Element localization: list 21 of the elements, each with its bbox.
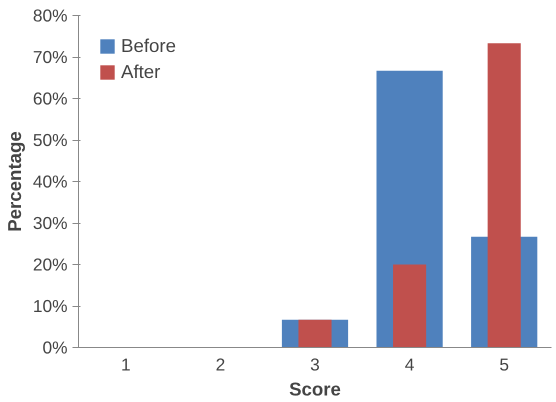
x-tick-label: 2 — [216, 354, 226, 374]
bar — [488, 43, 521, 348]
x-tick-label: 1 — [120, 354, 131, 374]
x-tick-label: 3 — [310, 354, 320, 374]
y-tick-label: 20% — [32, 254, 68, 274]
x-tick-label: 4 — [404, 354, 415, 374]
y-tick-label: 40% — [32, 172, 68, 192]
x-tick-label: 5 — [499, 354, 510, 374]
y-tick-label: 60% — [32, 88, 68, 108]
y-axis-title: Percentage — [4, 131, 25, 232]
y-tick-label: 50% — [32, 130, 68, 150]
y-tick-label: 0% — [42, 338, 68, 358]
y-tick-label: 80% — [32, 6, 68, 26]
y-tick-label: 70% — [32, 47, 68, 67]
bar — [393, 264, 426, 348]
x-axis-title: Score — [289, 378, 341, 400]
bar — [298, 320, 332, 348]
legend-label: After — [121, 61, 160, 83]
legend-label: Before — [121, 35, 176, 57]
y-tick-label: 10% — [32, 296, 68, 316]
y-tick-label: 30% — [32, 213, 68, 233]
